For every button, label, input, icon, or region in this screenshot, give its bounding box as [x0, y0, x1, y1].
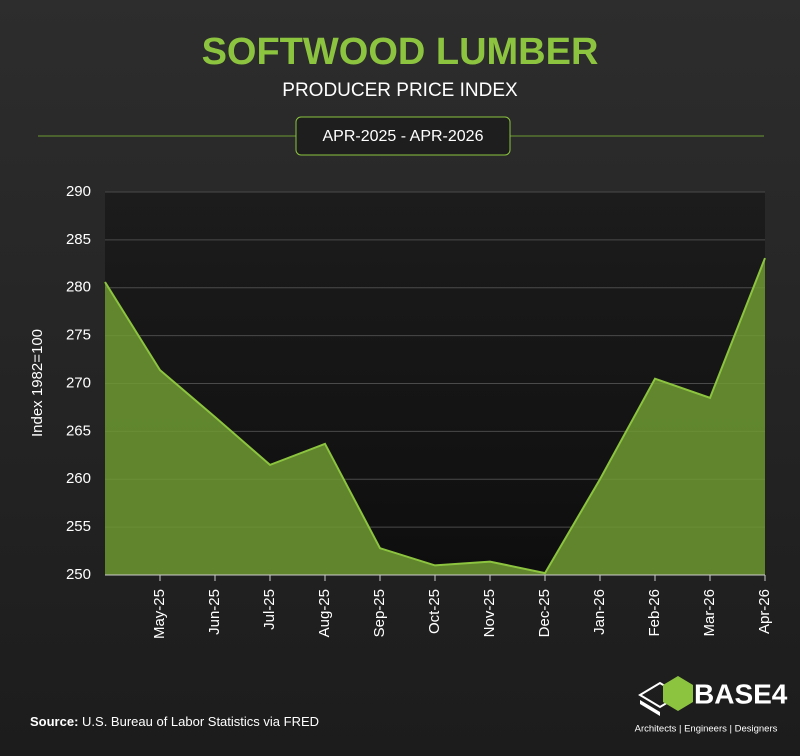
y-tick-label: 275: [66, 327, 91, 344]
line: [104, 257, 766, 575]
source-label: Source:: [30, 714, 78, 729]
date-box: [295, 116, 511, 156]
x-tick-label: Jun-25: [206, 589, 223, 635]
y-tick-label: 280: [66, 279, 91, 296]
x-tick-label: Jul-25: [261, 589, 278, 630]
x-tick-label: May-25: [151, 589, 168, 639]
y-axis-label: Index 1982=100: [29, 329, 46, 437]
chart-subtitle: PRODUCER PRICE INDEX: [282, 80, 518, 101]
y-tick-label: 250: [66, 566, 91, 583]
x-tick-label: Oct-25: [426, 589, 443, 634]
y-tick-label: 265: [66, 422, 91, 439]
y-tick-label: 285: [66, 231, 91, 248]
logo-name: BASE4: [694, 678, 788, 709]
x-tick-label: Sep-25: [371, 589, 388, 637]
logo-shape: [640, 700, 660, 716]
source: Source: U.S. Bureau of Labor Statistics …: [30, 714, 319, 729]
date-range: APR-2025 - APR-2026: [323, 128, 484, 145]
y-tick-label: 270: [66, 374, 91, 391]
area: [105, 258, 765, 575]
x-tick-label: Aug-25: [316, 589, 333, 637]
logo-hexagon: [663, 676, 693, 711]
logo-tagline: Architects | Engineers | Designers: [635, 724, 778, 735]
x-tick-label: Jan-26: [591, 589, 608, 635]
y-tick-label: 290: [66, 183, 91, 200]
x-tick-label: Dec-25: [536, 589, 553, 637]
y-tick-label: 260: [66, 470, 91, 487]
x-tick-label: Nov-25: [481, 589, 498, 637]
x-tick-label: Mar-26: [701, 589, 718, 637]
x-tick-label: Apr-26: [756, 589, 773, 634]
source-text: U.S. Bureau of Labor Statistics via FRED: [82, 714, 319, 729]
logo: BASE4 Architects | Engineers | Designers: [635, 676, 788, 735]
y-tick-label: 255: [66, 518, 91, 535]
x-tick-label: Feb-26: [646, 589, 663, 637]
chart-title: SOFTWOOD LUMBER: [202, 31, 599, 73]
